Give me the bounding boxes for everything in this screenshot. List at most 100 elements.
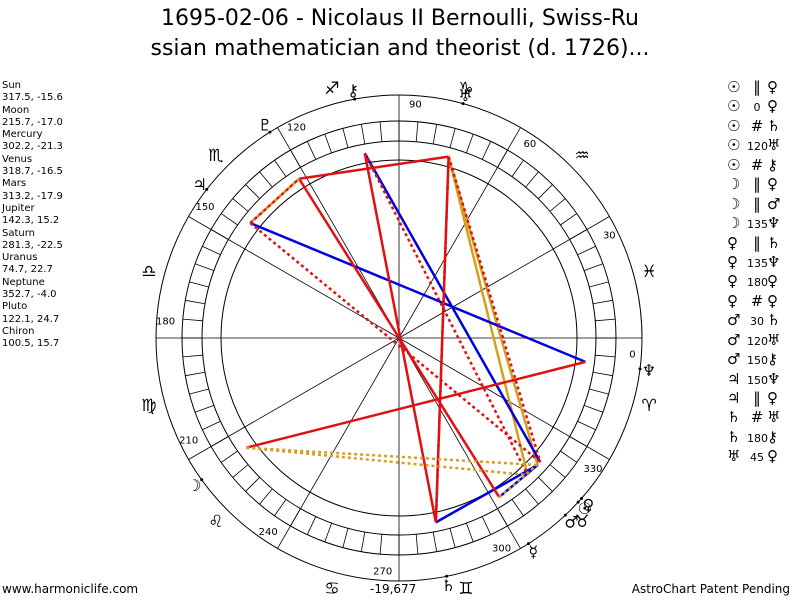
aspect-first-glyph: ♃ xyxy=(727,389,741,407)
aspect-second-glyph: ⚷ xyxy=(767,427,778,446)
planet-marker xyxy=(268,130,272,134)
aspect-line xyxy=(249,222,542,464)
degree-tick xyxy=(202,245,221,256)
aspect-symbol: 180 xyxy=(747,276,768,290)
degree-tick xyxy=(259,171,273,188)
planet-marker xyxy=(576,500,580,504)
degree-tick xyxy=(194,405,215,413)
aspect-first-glyph: ♅ xyxy=(727,447,741,466)
aspect-symbol: 120 xyxy=(747,140,768,154)
degree-tick xyxy=(221,450,238,463)
aspect-symbol: ‖ xyxy=(753,78,761,96)
degree-tick xyxy=(525,488,539,505)
bottom-value: -19,677 xyxy=(370,582,417,596)
aspect-line xyxy=(246,360,586,449)
planet-marker xyxy=(205,187,209,191)
aspect-second-glyph: ⚷ xyxy=(767,350,778,369)
zodiac-sign-glyph: ♏ xyxy=(208,146,223,166)
aspect-symbol: # xyxy=(750,155,764,174)
degree-tick xyxy=(466,522,474,543)
planet-glyph: ♇ xyxy=(258,116,272,135)
aspect-second-glyph: ♄ xyxy=(767,116,781,135)
aspect-symbol: ‖ xyxy=(753,233,761,252)
footer-website: www.harmoniclife.com xyxy=(2,582,139,596)
degree-tick xyxy=(232,464,249,478)
planet-name: Jupiter xyxy=(2,202,35,214)
aspect-line xyxy=(249,177,300,224)
planet-glyph: ♆ xyxy=(642,361,656,380)
zodiac-sign-glyph: ♑ xyxy=(458,79,473,99)
degree-tick xyxy=(189,388,209,395)
degree-label: 120 xyxy=(287,123,306,134)
degree-tick xyxy=(589,388,609,395)
aspect-symbol: # xyxy=(750,291,764,310)
aspect-first-glyph: ♄ xyxy=(727,408,741,427)
aspect-entry: ☉ # ♄ xyxy=(727,117,800,136)
degree-tick xyxy=(189,281,209,288)
aspect-second-glyph: ♅ xyxy=(767,136,781,155)
planet-glyph: ☉ xyxy=(578,499,592,518)
degree-tick xyxy=(306,516,317,535)
degree-tick xyxy=(379,121,383,142)
aspect-entry: ♄ # ♅ xyxy=(727,408,800,427)
aspect-first-glyph: ♂ xyxy=(727,350,741,369)
aspect-list: ☉ ‖ ♀ ☉ 0 ♀ ☉ # ♄ ☉ 120♅ ☉ # ⚷ ☽ ‖ ♀ ☽ ‖ ♂ ☽ 135♆ ♀ ‖ ♄ ♀ 135♆ ♀ 180… xyxy=(727,78,800,467)
zodiac-sign-glyph: ♈ xyxy=(642,396,657,416)
aspect-line xyxy=(249,221,586,364)
aspect-line xyxy=(447,156,539,466)
aspect-first-glyph: ♂ xyxy=(727,311,741,330)
planet-coords: 122.1, 24.7 xyxy=(2,313,60,325)
planet-entry: Uranus 74.7, 22.7 xyxy=(2,252,63,277)
aspect-symbol: 0 xyxy=(753,101,761,115)
aspect-first-glyph: ☉ xyxy=(727,97,741,116)
planet-name: Pluto xyxy=(2,301,28,313)
zodiac-sign-glyph: ♒ xyxy=(575,146,590,166)
planet-coords: 313.2, -17.9 xyxy=(2,190,63,202)
planet-name: Uranus xyxy=(2,252,38,264)
zodiac-sign-glyph: ♋ xyxy=(324,579,339,599)
aspect-entry: ☉ 0 ♀ xyxy=(727,97,800,116)
degree-label: 60 xyxy=(523,139,536,150)
zodiac-sign-glyph: ♍ xyxy=(141,396,156,416)
aspect-entry: ♂ 150⚷ xyxy=(727,350,800,369)
degree-tick xyxy=(415,121,419,142)
aspect-first-glyph: ☉ xyxy=(727,136,741,155)
planet-glyph: ⚷ xyxy=(347,81,359,100)
degree-label: 270 xyxy=(373,566,392,577)
aspect-entry: ♃ ‖ ♀ xyxy=(727,389,800,408)
degree-tick xyxy=(481,141,492,160)
degree-label: 330 xyxy=(583,464,602,475)
planet-entry: Neptune 352.7, -4.0 xyxy=(2,277,63,302)
planet-glyph: ♅ xyxy=(458,86,472,105)
degree-tick xyxy=(232,198,249,212)
planet-glyph: ☽ xyxy=(187,476,201,495)
division-spoke xyxy=(398,127,521,339)
planet-name: Moon xyxy=(2,104,30,116)
aspect-first-glyph: ♃ xyxy=(727,369,741,388)
degree-tick xyxy=(182,318,203,322)
degree-tick xyxy=(194,263,215,271)
aspect-second-glyph: ♄ xyxy=(767,311,781,330)
aspect-second-glyph: ♆ xyxy=(767,214,781,233)
aspect-line xyxy=(434,156,450,523)
aspect-second-glyph: ♀ xyxy=(767,97,778,116)
planet-entry: Chiron 100.5, 15.7 xyxy=(2,326,63,351)
aspect-first-glyph: ☽ xyxy=(727,194,741,213)
degree-label: 180 xyxy=(156,317,175,328)
degree-tick xyxy=(525,171,539,188)
division-spoke xyxy=(188,216,400,339)
degree-tick xyxy=(583,405,604,413)
degree-tick xyxy=(342,528,349,548)
planet-marker xyxy=(580,496,584,500)
planet-name: Mars xyxy=(2,178,27,190)
aspect-entry: ♅ 45 ♀ xyxy=(727,447,800,466)
aspect-second-glyph: ♂ xyxy=(767,194,781,213)
degree-tick xyxy=(360,531,366,552)
degree-tick xyxy=(415,534,419,555)
aspect-line xyxy=(363,152,542,463)
planet-glyph: ♀ xyxy=(582,495,594,514)
aspect-line xyxy=(447,156,542,463)
degree-tick xyxy=(511,160,524,177)
degree-tick xyxy=(466,133,474,154)
